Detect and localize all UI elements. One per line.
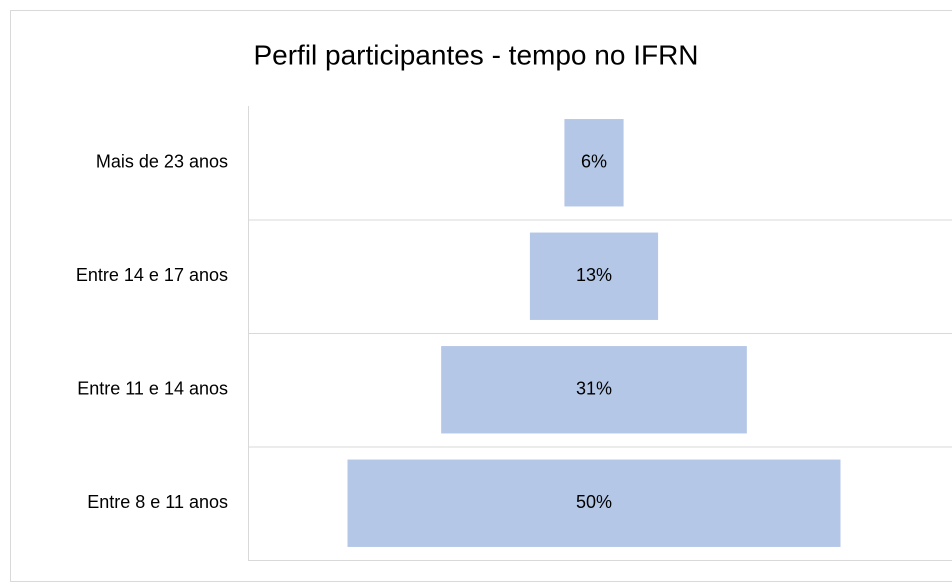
bar	[441, 346, 747, 434]
bar	[347, 459, 841, 547]
chart-title: Perfil participantes - tempo no IFRN	[253, 39, 698, 70]
data-label: 6%	[581, 152, 607, 172]
category-label: Mais de 23 anos	[96, 152, 228, 172]
data-label: 13%	[576, 265, 612, 285]
data-label: 50%	[576, 492, 612, 512]
category-label: Entre 14 e 17 anos	[76, 265, 228, 285]
bar	[529, 232, 659, 320]
category-label: Entre 8 e 11 anos	[87, 492, 228, 512]
category-label: Entre 11 e 14 anos	[77, 379, 228, 399]
bar	[564, 119, 624, 207]
data-label: 31%	[576, 379, 612, 399]
